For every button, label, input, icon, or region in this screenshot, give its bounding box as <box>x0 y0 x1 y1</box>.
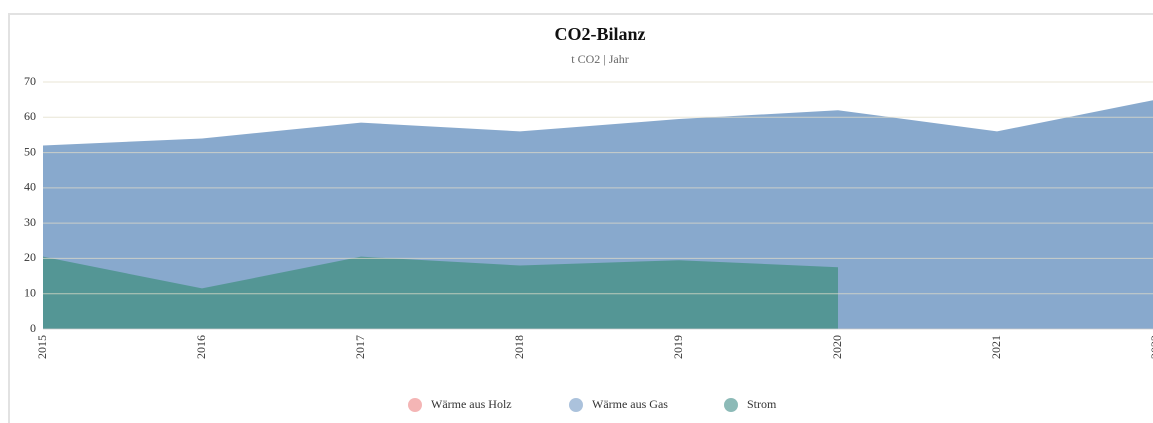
y-tick-label: 20 <box>24 250 36 264</box>
x-tick-label: 2017 <box>353 335 367 359</box>
x-tick-label: 2021 <box>989 335 1003 359</box>
y-tick-label: 40 <box>24 180 36 194</box>
y-tick-label: 30 <box>24 215 36 229</box>
chart-title: CO2-Bilanz <box>554 24 645 44</box>
y-tick-label: 10 <box>24 285 36 299</box>
x-tick-label: 2015 <box>35 335 49 359</box>
legend-label: Wärme aus Gas <box>592 397 668 411</box>
x-tick-label: 2018 <box>512 335 526 359</box>
y-tick-label: 70 <box>24 74 36 88</box>
legend-marker <box>408 398 422 412</box>
legend-label: Wärme aus Holz <box>431 397 512 411</box>
y-tick-label: 0 <box>30 321 36 335</box>
x-tick-label: 2022 <box>1148 335 1153 359</box>
frame <box>8 13 1153 423</box>
y-tick-label: 60 <box>24 109 36 123</box>
x-tick-label: 2019 <box>671 335 685 359</box>
legend-marker <box>724 398 738 412</box>
y-tick-label: 50 <box>24 144 36 158</box>
chart-subtitle: t CO2 | Jahr <box>571 52 628 66</box>
area <box>43 256 838 329</box>
x-tick-label: 2016 <box>194 335 208 359</box>
legend-marker <box>569 398 583 412</box>
legend-label: Strom <box>747 397 777 411</box>
x-tick-label: 2020 <box>830 335 844 359</box>
